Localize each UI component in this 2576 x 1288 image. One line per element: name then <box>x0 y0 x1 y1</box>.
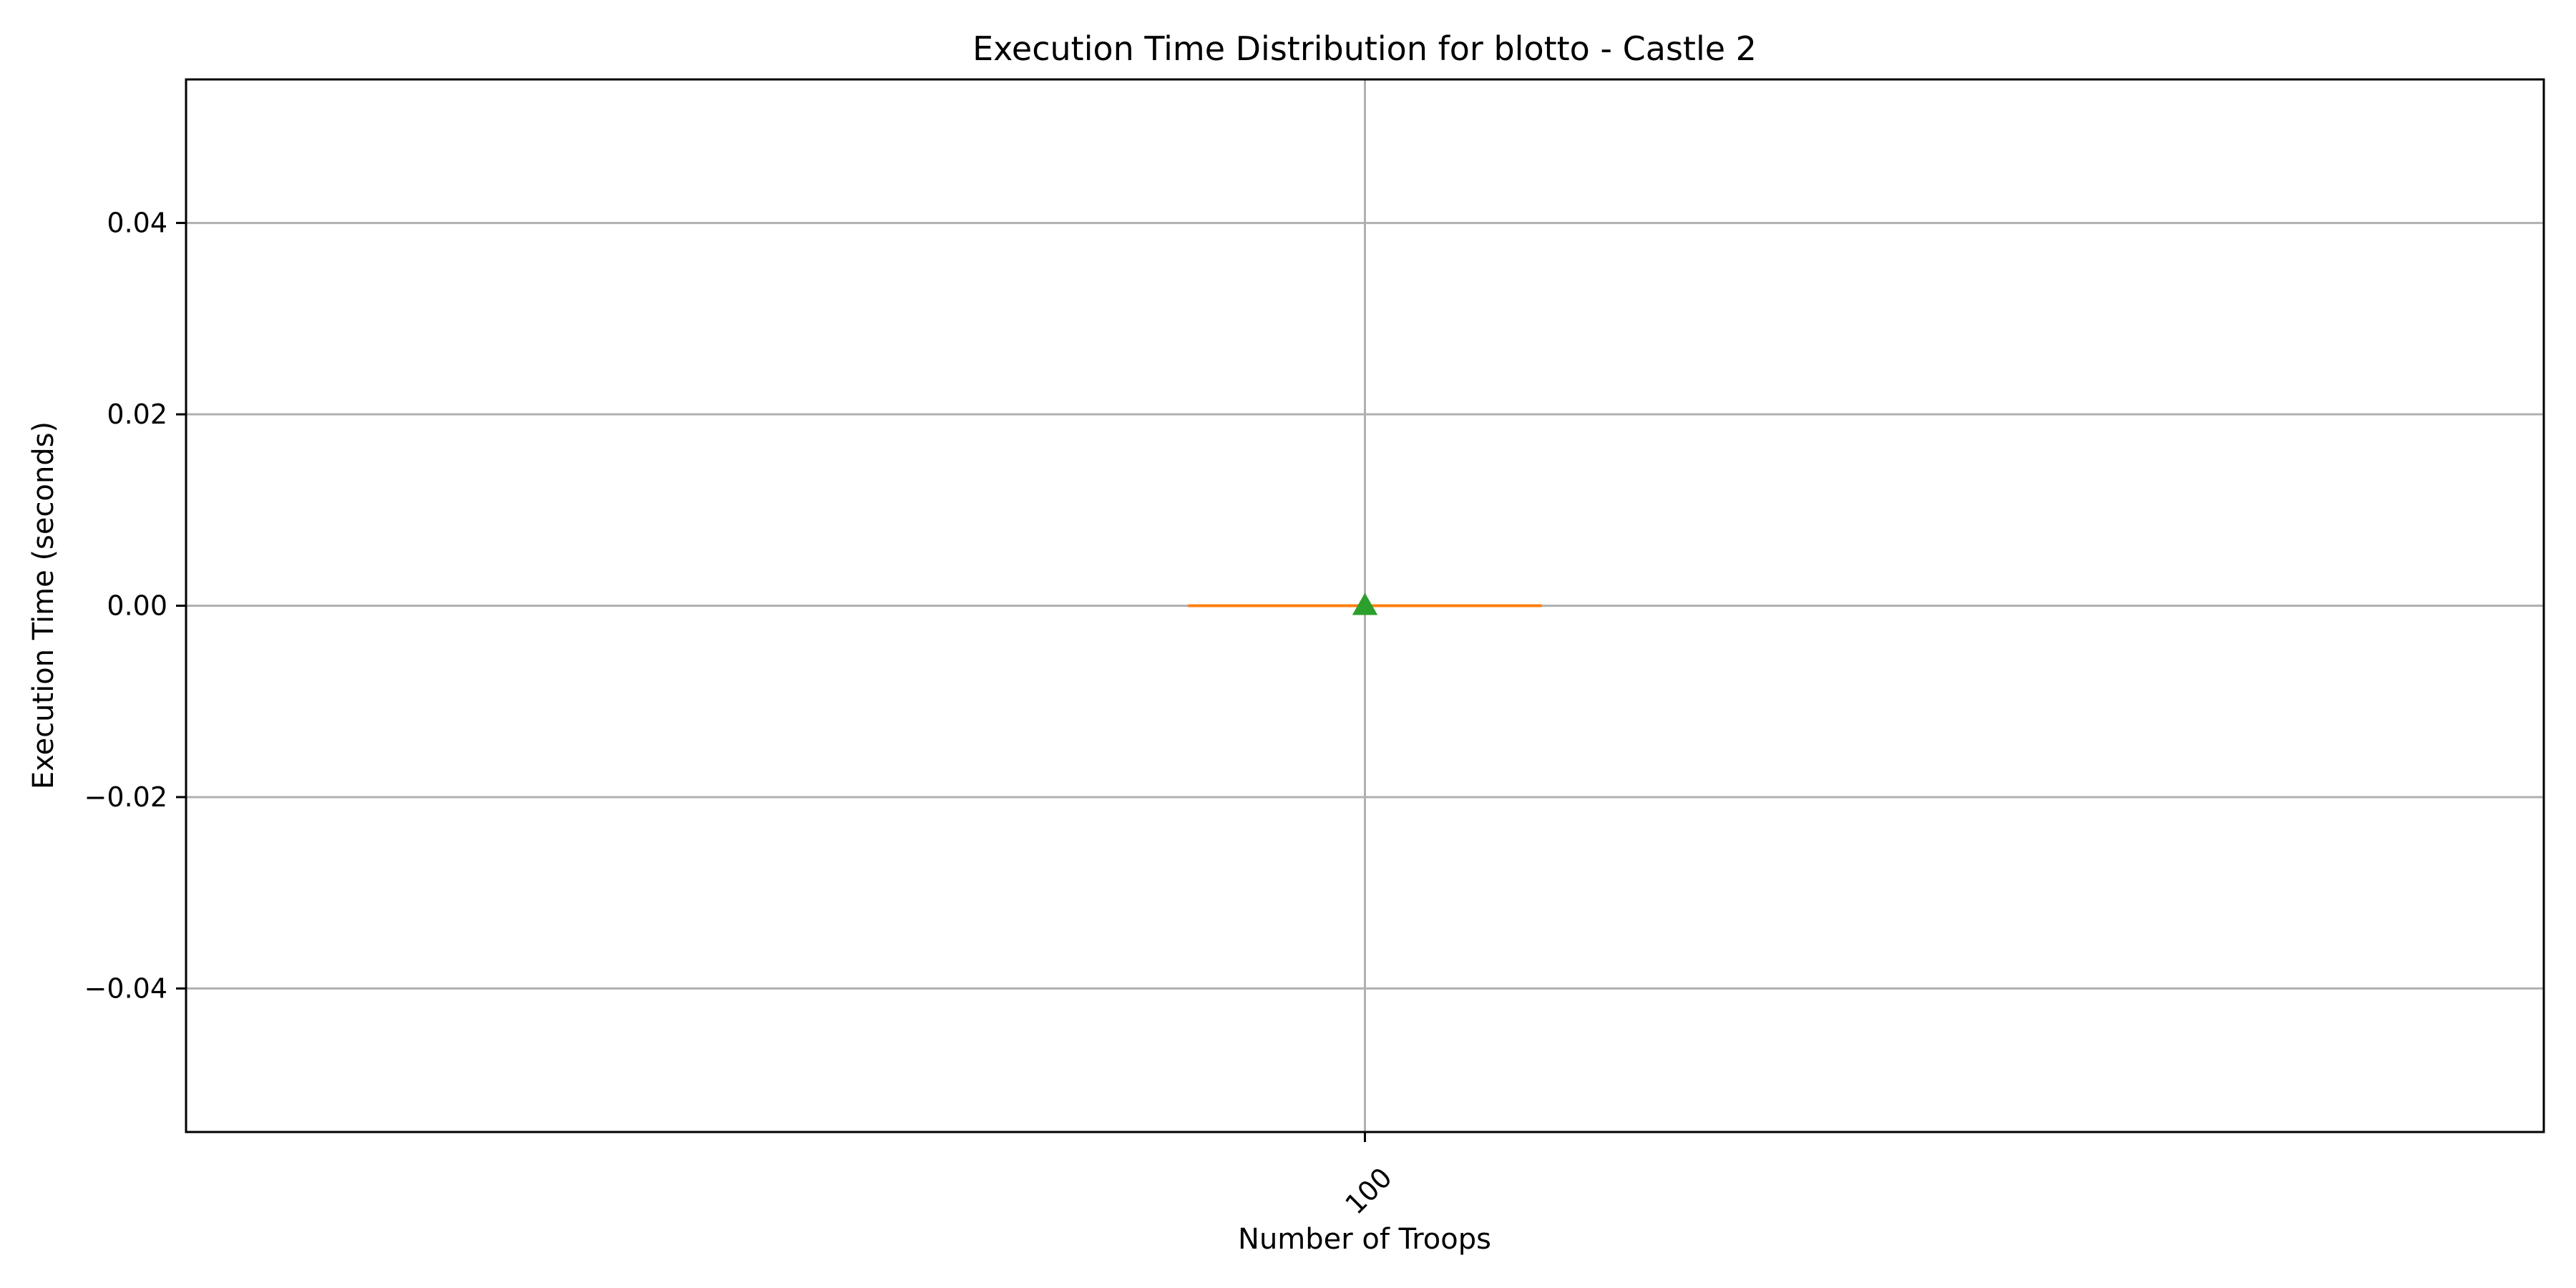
y-tick-label: −0.04 <box>84 972 167 1004</box>
y-tick-label: 0.02 <box>107 399 167 430</box>
chart-title: Execution Time Distribution for blotto -… <box>972 29 1757 68</box>
y-axis-label: Execution Time (seconds) <box>27 421 60 789</box>
y-tick-label: 0.04 <box>107 208 167 239</box>
y-tick-label: −0.02 <box>84 781 167 813</box>
y-axis-ticks: −0.04 −0.02 0.00 0.02 0.04 <box>84 208 186 1004</box>
mean-marker <box>1352 592 1378 615</box>
box-elements <box>1188 592 1542 615</box>
y-tick-label: 0.00 <box>107 590 167 622</box>
x-axis-label: Number of Troops <box>1238 1223 1491 1256</box>
